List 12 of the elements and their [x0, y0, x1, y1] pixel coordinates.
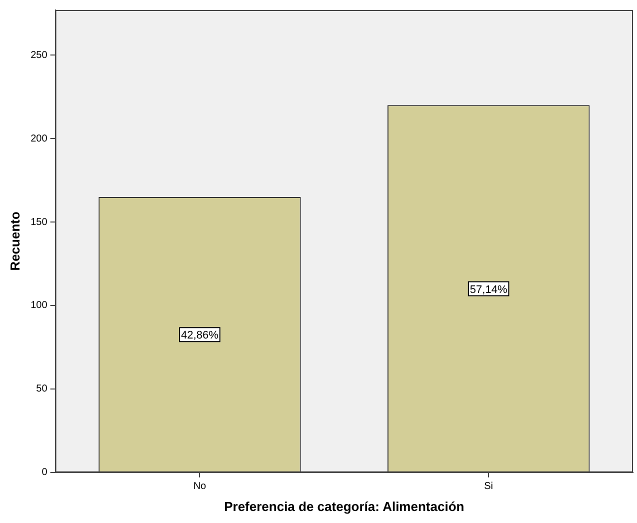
- y-axis-title: Recuento: [7, 212, 22, 271]
- y-tick-label: 150: [30, 216, 48, 228]
- y-tick-label: 250: [30, 50, 48, 61]
- x-tick-label: No: [193, 481, 207, 492]
- annotation: 42,86%: [181, 330, 219, 342]
- y-tick-label: 50: [36, 384, 48, 395]
- y-tick-label: 0: [42, 467, 48, 478]
- y-tick-label: 100: [30, 300, 48, 312]
- annotation: 57,14%: [470, 284, 508, 296]
- y-tick-label: 200: [30, 133, 48, 144]
- x-tick-label: Si: [484, 481, 494, 492]
- x-axis-title: Preferencia de categoría: Alimentación: [224, 498, 464, 514]
